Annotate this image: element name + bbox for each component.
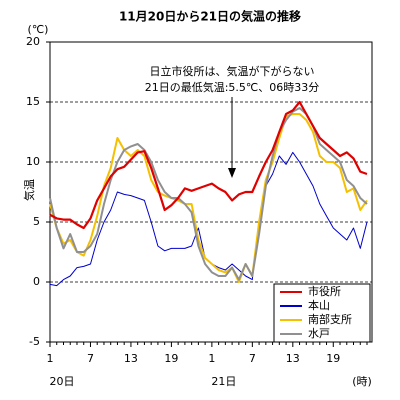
y-tick-label: 5 bbox=[33, 215, 40, 228]
x-tick-label: 19 bbox=[326, 352, 340, 365]
x-tick-label: 7 bbox=[87, 352, 94, 365]
x-group-label: 20日 bbox=[50, 375, 75, 388]
y-tick-label: 0 bbox=[33, 275, 40, 288]
x-tick-label: 7 bbox=[249, 352, 256, 365]
x-tick-label: 13 bbox=[124, 352, 138, 365]
chart-title: 11月20日から21日の気温の推移 bbox=[119, 9, 301, 24]
x-tick-label: 19 bbox=[164, 352, 178, 365]
y-tick-label: 10 bbox=[26, 155, 40, 168]
plot-frame bbox=[49, 41, 373, 343]
legend-label: 水戸 bbox=[308, 327, 330, 340]
x-unit: (時) bbox=[352, 375, 372, 388]
x-group-label: 21日 bbox=[211, 375, 236, 388]
legend-label: 市役所 bbox=[308, 284, 341, 298]
series-line bbox=[49, 100, 368, 230]
legend-label: 南部支所 bbox=[308, 312, 352, 326]
arrow-head bbox=[228, 168, 236, 178]
legend-label: 本山 bbox=[308, 298, 330, 312]
y-tick-label: 20 bbox=[26, 35, 40, 48]
x-tick-label: 1 bbox=[47, 352, 54, 365]
annotation: 21日の最低気温:5.5℃、06時33分 bbox=[145, 80, 320, 94]
annotation: 日立市役所は、気温が下がらない bbox=[150, 64, 315, 78]
legend-box bbox=[273, 283, 371, 343]
y-unit: (℃) bbox=[28, 23, 49, 36]
y-tick-label: 15 bbox=[26, 95, 40, 108]
y-tick-label: -5 bbox=[29, 335, 40, 348]
x-tick-label: 1 bbox=[208, 352, 215, 365]
y-label: 気温 bbox=[22, 179, 36, 201]
x-tick-label: 13 bbox=[286, 352, 300, 365]
